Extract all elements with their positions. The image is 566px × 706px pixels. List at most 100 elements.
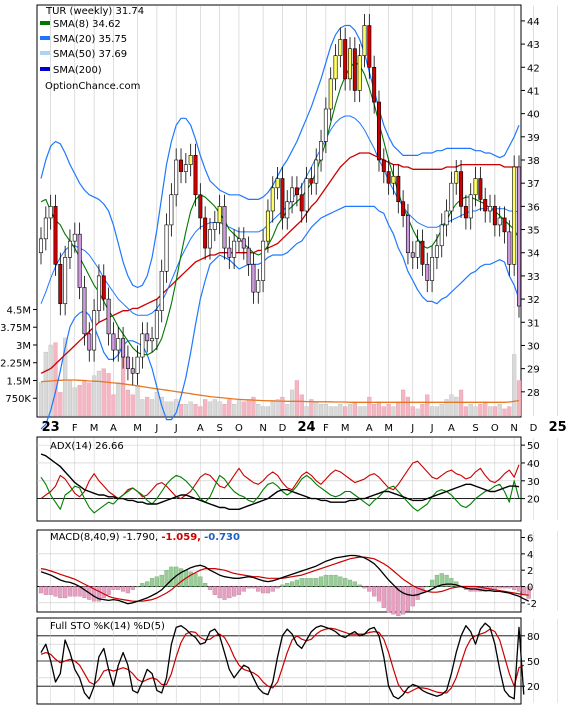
price-legend: TUR (weekly) 31.74 SMA(8) 34.62 SMA(20) … bbox=[40, 6, 144, 92]
price-candle bbox=[497, 217, 502, 226]
macd-histogram-bar bbox=[304, 578, 309, 587]
price-candle bbox=[348, 48, 352, 80]
volume-tick-label: 2.25M bbox=[0, 359, 31, 370]
volume-bar bbox=[333, 406, 338, 417]
sma50-line bbox=[40, 152, 520, 374]
price-candle bbox=[125, 356, 130, 369]
price-candle bbox=[391, 175, 396, 184]
macd-histogram-bar bbox=[425, 586, 430, 588]
volume-bar bbox=[473, 406, 478, 417]
price-candle bbox=[203, 217, 208, 249]
macd-histogram-bar bbox=[299, 578, 304, 587]
volume-bar bbox=[53, 342, 58, 417]
price-tick-label: 35 bbox=[527, 226, 540, 237]
volume-bar bbox=[415, 408, 420, 417]
macd-histogram-bar bbox=[289, 581, 295, 587]
macd-histogram-bar bbox=[434, 574, 440, 587]
macd-histogram-bar bbox=[164, 570, 169, 587]
price-candle bbox=[454, 171, 459, 184]
volume-bar bbox=[357, 406, 362, 417]
price-candle bbox=[217, 206, 222, 223]
sma8-line bbox=[40, 62, 520, 356]
macd-histogram-bar bbox=[386, 586, 391, 613]
price-candle bbox=[275, 178, 280, 189]
adx-tick-label: 40 bbox=[527, 459, 540, 470]
volume-bar bbox=[497, 404, 502, 417]
volume-bar bbox=[458, 389, 464, 417]
adx-y-ticks: 50 40 30 20 bbox=[521, 441, 540, 506]
volume-bar bbox=[439, 404, 444, 417]
volume-bar bbox=[405, 396, 411, 417]
volume-bar bbox=[256, 404, 261, 417]
volume-bar bbox=[376, 401, 382, 417]
x-axis-label: F bbox=[323, 423, 329, 434]
stochastic-panel: 80 50 20 Full STO %K(14) %D(5) bbox=[36, 617, 558, 705]
macd-histogram-bar bbox=[265, 586, 271, 594]
volume-bar bbox=[212, 399, 217, 417]
price-candle bbox=[372, 66, 377, 103]
price-candle bbox=[473, 178, 478, 196]
price-candle bbox=[236, 238, 241, 242]
macd-histogram-bar bbox=[207, 586, 213, 590]
stochastic-tick-label: 80 bbox=[527, 632, 540, 643]
price-tick-label: 44 bbox=[527, 17, 540, 28]
volume-bar bbox=[270, 401, 275, 417]
price-candle bbox=[227, 247, 232, 258]
price-candle bbox=[82, 287, 87, 335]
volume-bar bbox=[512, 354, 517, 417]
macd-panel-frame bbox=[36, 529, 522, 613]
volume-bar bbox=[343, 406, 348, 417]
price-candle bbox=[261, 240, 266, 281]
macd-histogram-bar bbox=[410, 586, 415, 607]
price-candle bbox=[285, 201, 290, 219]
volume-bar bbox=[58, 392, 63, 417]
volume-bar bbox=[367, 396, 372, 417]
volume-bar bbox=[96, 370, 102, 417]
adx-lines bbox=[40, 453, 520, 514]
price-candle bbox=[174, 159, 179, 196]
time-axis: 23FMAMJJASOND24FMAMJJASOND25FM bbox=[42, 420, 566, 435]
price-candle bbox=[299, 194, 304, 212]
price-candle bbox=[222, 206, 227, 249]
price-candle bbox=[87, 333, 92, 351]
volume-bar bbox=[362, 406, 367, 417]
price-tick-label: 36 bbox=[527, 202, 540, 213]
volume-bar bbox=[43, 351, 48, 417]
price-tick-label: 41 bbox=[527, 86, 540, 97]
macd-histogram-bar bbox=[92, 586, 97, 602]
macd-histogram-bar bbox=[140, 583, 145, 587]
macd-histogram-bar bbox=[512, 586, 517, 590]
price-tick-label: 39 bbox=[527, 133, 540, 144]
price-candle bbox=[415, 240, 420, 258]
volume-bar bbox=[227, 399, 232, 417]
macd-tick-label: -2 bbox=[527, 599, 537, 610]
price-candle bbox=[145, 333, 150, 342]
macd-histogram-bar bbox=[96, 586, 102, 602]
price-candle bbox=[116, 338, 121, 351]
price-candle bbox=[439, 224, 444, 247]
price-y-ticks: 44 43 42 41 40 39 38 37 36 35 34 33 32 31 30 29 28 bbox=[521, 17, 540, 399]
macd-histogram-bar bbox=[396, 586, 401, 617]
macd-histogram-bar bbox=[449, 578, 454, 587]
volume-bar bbox=[222, 404, 227, 417]
x-axis-label: J bbox=[154, 423, 158, 434]
macd-histogram-bar bbox=[82, 586, 87, 599]
macd-histogram-bar bbox=[347, 579, 353, 587]
legend-swatch-sma50 bbox=[40, 51, 50, 55]
x-axis-label: O bbox=[235, 423, 243, 434]
volume-bar bbox=[87, 382, 92, 417]
price-candle bbox=[280, 178, 285, 219]
macd-signal-value: -1.059, bbox=[161, 532, 201, 543]
price-candle bbox=[410, 252, 415, 258]
volume-bar bbox=[478, 404, 483, 417]
price-tick-label: 32 bbox=[527, 295, 540, 306]
price-candle bbox=[135, 356, 140, 374]
macd-histogram-bar bbox=[67, 586, 73, 597]
adx-title: ADX(14) 26.66 bbox=[50, 441, 124, 452]
price-tick-label: 29 bbox=[527, 365, 540, 376]
volume-bar bbox=[251, 396, 256, 417]
volume-bar bbox=[265, 406, 271, 417]
volume-bar bbox=[294, 380, 299, 417]
